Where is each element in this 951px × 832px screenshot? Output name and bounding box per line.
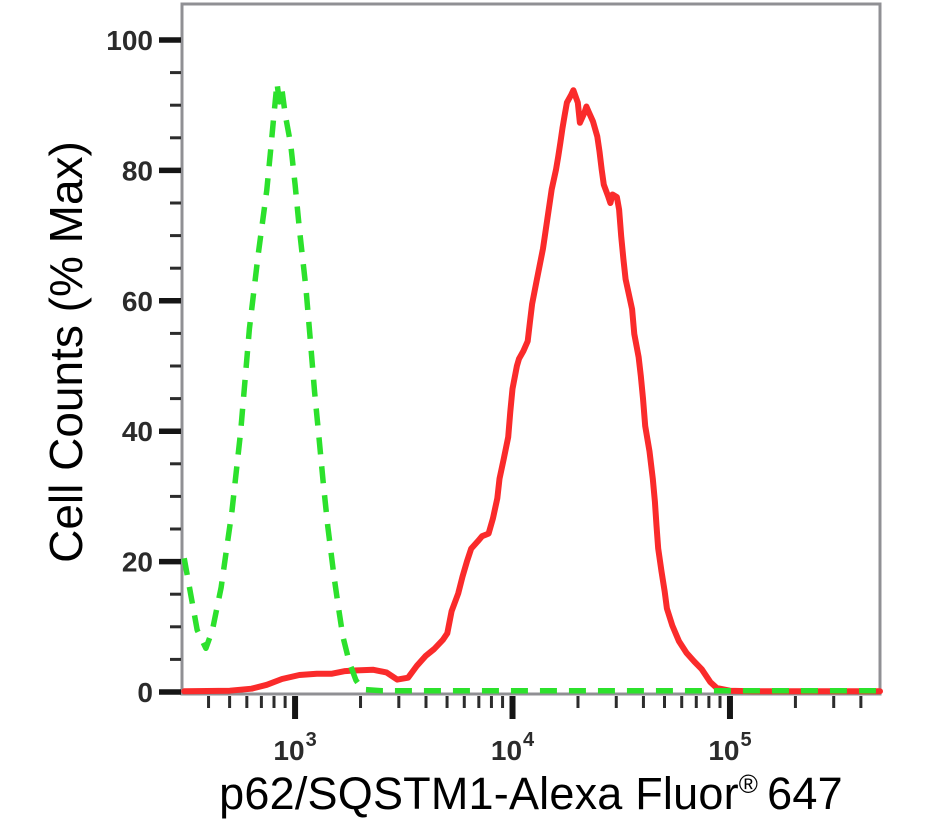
curve-red-solid (181, 87, 883, 695)
plot-border (180, 2, 882, 696)
y-tick-label: 80 (122, 155, 153, 186)
y-axis-title-text: Cell Counts (% Max) (40, 141, 92, 563)
y-tick-label: 40 (122, 416, 153, 447)
curve-green-dashed (181, 80, 880, 694)
x-axis-title-suffix: 647 (767, 768, 843, 819)
y-tick-labels: 0 20 40 60 80 100 (106, 25, 153, 708)
x-tick-label: 104 (491, 729, 535, 766)
x-tick-labels: 103 104 105 (273, 729, 751, 766)
y-tick-label: 20 (122, 547, 153, 578)
y-tick-label: 60 (122, 286, 153, 317)
y-tick-label: 100 (106, 25, 153, 56)
registered-trademark-icon: ® (738, 769, 759, 799)
x-axis-title-main: p62/SQSTM1-Alexa Fluor (219, 768, 739, 819)
y-axis-ticks (159, 37, 181, 695)
x-axis-ticks (207, 696, 863, 719)
x-tick-label: 103 (273, 729, 316, 766)
x-axis-title: p62/SQSTM1-Alexa Fluor® 647 (182, 768, 880, 820)
x-tick-label: 105 (708, 729, 751, 766)
y-tick-label: 0 (137, 677, 153, 708)
